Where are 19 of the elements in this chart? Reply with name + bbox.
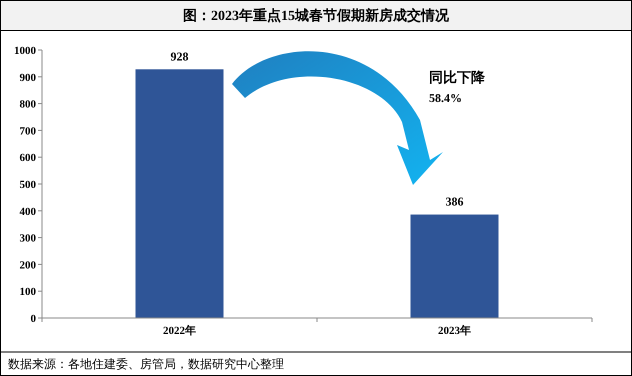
x-tick-label: 2023年 [438, 324, 471, 337]
y-tick-label: 600 [20, 152, 36, 164]
y-tick-label: 800 [20, 98, 36, 111]
y-tick-label: 1000 [14, 45, 36, 57]
data-label: 386 [446, 194, 464, 209]
chart-title: 图：2023年重点15城春节假期新房成交情况 [183, 7, 450, 24]
data-label: 928 [170, 49, 188, 64]
y-tick-label: 300 [20, 232, 36, 245]
annotation: 58.4% [429, 91, 462, 105]
x-tick-label: 2022年 [163, 324, 196, 337]
y-tick-label: 200 [20, 259, 36, 272]
y-tick-label: 700 [20, 125, 36, 138]
source-note: 数据来源：各地住建委、房管局，数据研究中心整理 [8, 357, 284, 371]
annotation: 同比下降 [429, 70, 486, 86]
y-tick-label: 0 [30, 313, 36, 325]
y-tick-label: 100 [20, 286, 36, 298]
y-tick-label: 500 [20, 179, 36, 191]
y-tick-label: 900 [20, 72, 36, 84]
y-tick-label: 400 [20, 206, 36, 218]
